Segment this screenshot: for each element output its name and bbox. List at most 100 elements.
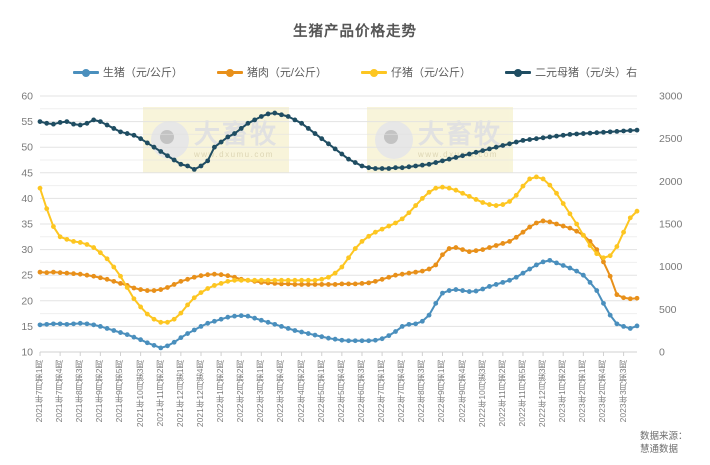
data-point (567, 211, 573, 217)
data-point (285, 281, 291, 287)
x-axis-tick-label: 2022年7月第1周 (376, 360, 387, 423)
x-axis-tick-label: 2022年9月第1周 (436, 360, 447, 423)
data-point (218, 280, 224, 286)
data-point (292, 328, 298, 333)
data-point (352, 246, 358, 251)
data-point (285, 114, 291, 119)
x-axis-tick-label: 2022年1月第2周 (215, 360, 226, 423)
legend-item-pork[interactable]: 猪肉（元/公斤） (216, 64, 327, 80)
data-point (225, 278, 231, 284)
data-point (91, 245, 97, 250)
data-point (332, 146, 338, 152)
x-axis-tick-label: 2022年3月第4周 (275, 360, 286, 423)
data-point (540, 135, 546, 141)
data-point (212, 271, 217, 277)
data-point (480, 200, 486, 205)
data-point (601, 300, 606, 306)
data-point (185, 302, 190, 308)
data-point (185, 276, 190, 282)
data-point (44, 120, 50, 126)
x-axis-tick-label: 2021年12月第1周 (174, 360, 185, 428)
data-point (621, 324, 626, 329)
data-point (124, 131, 130, 136)
data-point (299, 277, 305, 283)
data-point (440, 158, 445, 164)
data-point (393, 329, 398, 334)
data-point (366, 165, 372, 171)
data-point (339, 264, 345, 270)
data-point (51, 121, 56, 127)
data-point (212, 283, 217, 288)
data-point (339, 281, 345, 287)
data-point (218, 316, 224, 322)
data-point (91, 117, 97, 123)
data-point (131, 334, 137, 340)
data-point (406, 270, 412, 276)
data-point (352, 160, 358, 165)
data-point (520, 229, 526, 235)
data-point (144, 311, 150, 317)
data-point (500, 241, 506, 246)
data-point (607, 253, 613, 259)
legend-item-live_hog[interactable]: 生猪（元/公斤） (72, 64, 183, 80)
data-point (346, 281, 351, 287)
data-point (165, 153, 170, 159)
data-point (386, 333, 392, 339)
x-axis-tick-label: 2022年6月第3周 (355, 360, 366, 423)
data-point (493, 282, 499, 287)
data-point (419, 268, 425, 274)
data-point (533, 136, 539, 142)
data-point (57, 270, 63, 276)
svg-text:35: 35 (21, 219, 33, 231)
data-point (359, 163, 365, 169)
data-point (567, 265, 573, 271)
data-point (547, 134, 553, 140)
data-point (165, 343, 170, 349)
data-point (104, 256, 110, 262)
data-point (44, 206, 50, 212)
data-point (406, 210, 412, 216)
data-point (326, 141, 331, 147)
data-point (614, 321, 620, 327)
data-point (339, 151, 345, 157)
svg-text:500: 500 (659, 304, 677, 316)
legend-item-piglet[interactable]: 仔猪（元/公斤） (361, 64, 471, 80)
data-point (413, 203, 419, 208)
series-2 (37, 174, 640, 325)
data-point (178, 161, 184, 167)
data-point (44, 321, 50, 327)
data-point (198, 324, 204, 329)
data-point (507, 199, 512, 204)
data-point (567, 132, 573, 137)
svg-text:1500: 1500 (659, 219, 683, 231)
data-point (507, 239, 512, 244)
data-point (131, 132, 137, 138)
data-point (507, 277, 512, 283)
data-point (466, 151, 472, 157)
data-point (171, 339, 177, 345)
series-3 (37, 110, 640, 172)
data-point (601, 129, 606, 135)
svg-text:0: 0 (659, 347, 665, 359)
data-point (97, 119, 103, 124)
data-point (185, 163, 190, 169)
data-point (111, 278, 117, 284)
data-point (359, 338, 365, 344)
legend-item-sow[interactable]: 二元母猪（元/头）右 (505, 64, 637, 80)
data-point (426, 161, 432, 167)
data-point (299, 282, 305, 287)
data-point (51, 224, 56, 229)
data-point (292, 277, 298, 283)
data-point (205, 158, 211, 164)
x-axis-tick-label: 2021年7月第4周 (54, 360, 65, 423)
data-point (460, 190, 465, 196)
data-point (634, 323, 640, 329)
x-axis-tick-label: 2022年4月第2周 (295, 360, 306, 423)
data-point (473, 248, 479, 254)
data-point (500, 143, 506, 148)
data-point (533, 262, 539, 268)
data-point (165, 285, 170, 290)
data-point (279, 277, 284, 283)
data-point (37, 185, 43, 191)
